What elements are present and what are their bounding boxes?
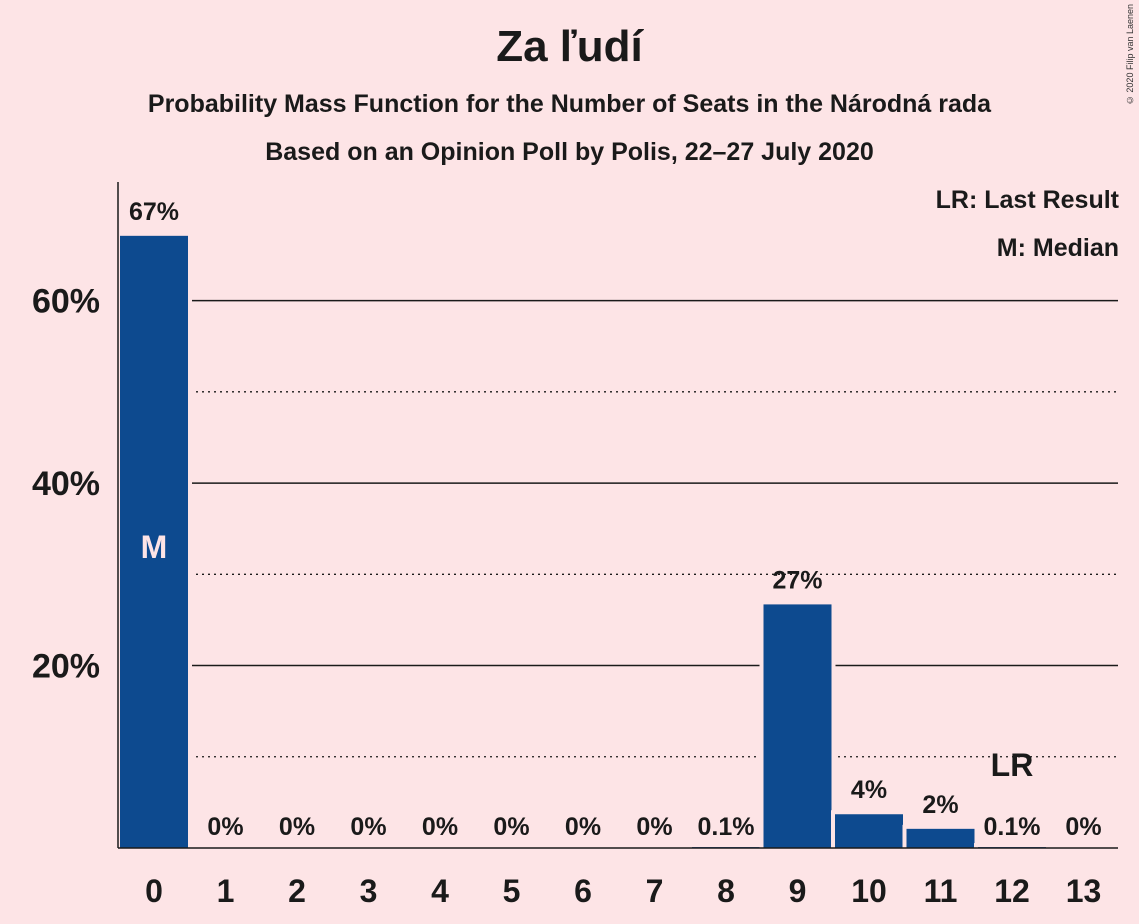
value-label: 0%	[1065, 813, 1101, 841]
value-label: 67%	[129, 198, 179, 226]
value-label: 0%	[636, 813, 672, 841]
value-label: 27%	[772, 566, 822, 594]
legend-last-result: LR: Last Result	[935, 186, 1119, 214]
bar-11	[906, 828, 975, 848]
bar-0	[120, 235, 188, 848]
x-tick-label: 11	[924, 873, 958, 909]
x-tick-label: 9	[789, 873, 807, 909]
y-tick-label: 20%	[32, 648, 100, 686]
y-tick-label: 60%	[32, 283, 100, 321]
y-tick-label: 40%	[32, 465, 100, 503]
median-marker: M	[141, 529, 168, 565]
x-tick-label: 6	[574, 873, 592, 909]
bar-10	[835, 814, 903, 848]
value-label: 0%	[207, 813, 243, 841]
bar-9	[763, 604, 832, 848]
chart-subtitle: Probability Mass Function for the Number…	[147, 90, 992, 118]
x-tick-label: 7	[646, 873, 664, 909]
value-label: 0%	[565, 813, 601, 841]
value-label: 0%	[279, 813, 315, 841]
value-label: 0.1%	[698, 813, 755, 841]
legend-median: M: Median	[996, 234, 1119, 262]
chart-subtitle-source: Based on an Opinion Poll by Polis, 22–27…	[265, 138, 874, 166]
value-label: 0.1%	[984, 813, 1041, 841]
x-tick-label: 10	[851, 873, 887, 909]
value-label: 0%	[493, 813, 529, 841]
value-label: 0%	[350, 813, 386, 841]
value-label: 2%	[922, 791, 958, 819]
x-tick-label: 13	[1066, 873, 1102, 909]
value-label: 0%	[422, 813, 458, 841]
x-tick-label: 5	[503, 873, 521, 909]
x-tick-label: 8	[717, 873, 735, 909]
chart-title: Za ľudí	[496, 22, 643, 71]
x-tick-label: 3	[360, 873, 378, 909]
bar-halo	[974, 843, 1050, 848]
x-tick-label: 0	[145, 873, 163, 909]
bar-halo	[688, 843, 764, 848]
x-tick-label: 1	[217, 873, 235, 909]
x-tick-label: 2	[288, 873, 306, 909]
x-tick-label: 4	[431, 873, 449, 909]
value-label: 4%	[851, 776, 887, 804]
x-tick-label: 12	[994, 873, 1030, 909]
last-result-marker: LR	[991, 747, 1034, 783]
